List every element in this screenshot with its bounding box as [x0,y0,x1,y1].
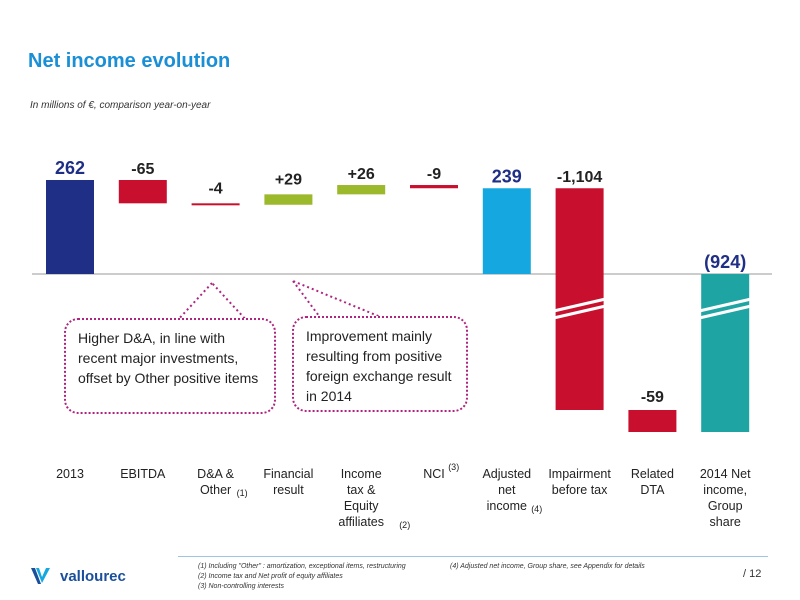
value-label-5: -9 [427,166,441,183]
bar-7-break-1 [553,304,606,320]
bar-9-break-0 [698,297,752,313]
category-label-0-0: 2013 [56,467,84,481]
category-label-7-1: before tax [552,483,608,497]
category-label-2-0: D&A & [197,467,234,481]
page-number: / 12 [743,568,762,580]
value-label-8: -59 [641,389,664,406]
bar-9-break-1 [698,304,752,320]
category-label-9-3: share [710,515,741,529]
bar-7 [555,188,604,410]
company-logo: vallourec [30,562,126,590]
value-label-6: 239 [492,166,522,186]
bar-2 [191,203,240,206]
value-label-9: (924) [704,252,746,272]
callout-1-pointer [173,281,251,323]
value-label-2: -4 [208,180,222,197]
category-label-3-1: result [273,483,304,497]
category-label-3-0: Financial [263,467,313,481]
category-label-4-1: tax & [347,483,376,497]
category-footnote-ref-2: (1) [237,488,248,498]
footnote-3: (3) Non-controlling interests [198,583,284,590]
category-label-6-0: Adjusted [482,467,531,481]
category-label-9-0: 2014 Net [700,467,751,481]
value-label-7: -1,104 [557,169,602,186]
category-label-5-0: NCI [423,467,445,481]
value-label-4: +26 [348,166,375,183]
category-label-2-1: Other [200,483,231,497]
bar-9 [701,274,750,432]
footnote-2: (2) Income tax and Net profit of equity … [198,573,343,580]
page-title: Net income evolution [28,50,231,72]
bar-5 [410,185,458,189]
category-footnote-ref-6: (4) [531,504,542,514]
callout-da: Higher D&A, in line with recent major in… [64,318,276,414]
bar-0 [46,180,94,274]
value-label-1: -65 [131,161,154,178]
category-footnote-ref-4: (2) [399,520,410,530]
category-label-4-0: Income [341,467,382,481]
category-label-9-1: income, [703,483,747,497]
footnote-1: (1) Including "Other" : amortization, ex… [198,563,406,570]
value-label-3: +29 [275,171,302,188]
bar-3 [264,194,313,205]
callout-2-pointer [290,278,389,321]
footnotes: (1) Including "Other" : amortization, ex… [198,562,645,592]
category-footnote-ref-5: (3) [448,462,459,472]
logo-text: vallourec [60,567,126,585]
category-label-1-0: EBITDA [120,467,166,481]
page-subtitle: In millions of €, comparison year-on-yea… [30,100,211,111]
category-label-6-2: income [487,499,527,513]
category-label-9-2: Group [708,499,743,513]
category-label-8-1: DTA [640,483,665,497]
callout-financial: Improvement mainly resulting from positi… [292,316,468,412]
category-label-4-3: affiliates [338,515,384,529]
category-label-4-2: Equity [344,499,379,513]
bar-6 [482,188,531,274]
category-label-6-1: net [498,483,516,497]
value-label-0: 262 [55,158,85,178]
bar-1 [118,180,167,204]
bar-4 [337,185,386,195]
category-label-8-0: Related [631,467,674,481]
bar-7-break-0 [553,297,606,313]
bar-8 [628,410,677,432]
category-label-7-0: Impairment [548,467,611,481]
footnote-4: (4) Adjusted net income, Group share, se… [450,563,645,570]
footer-divider [178,556,768,557]
vallourec-logo-icon [31,568,50,584]
